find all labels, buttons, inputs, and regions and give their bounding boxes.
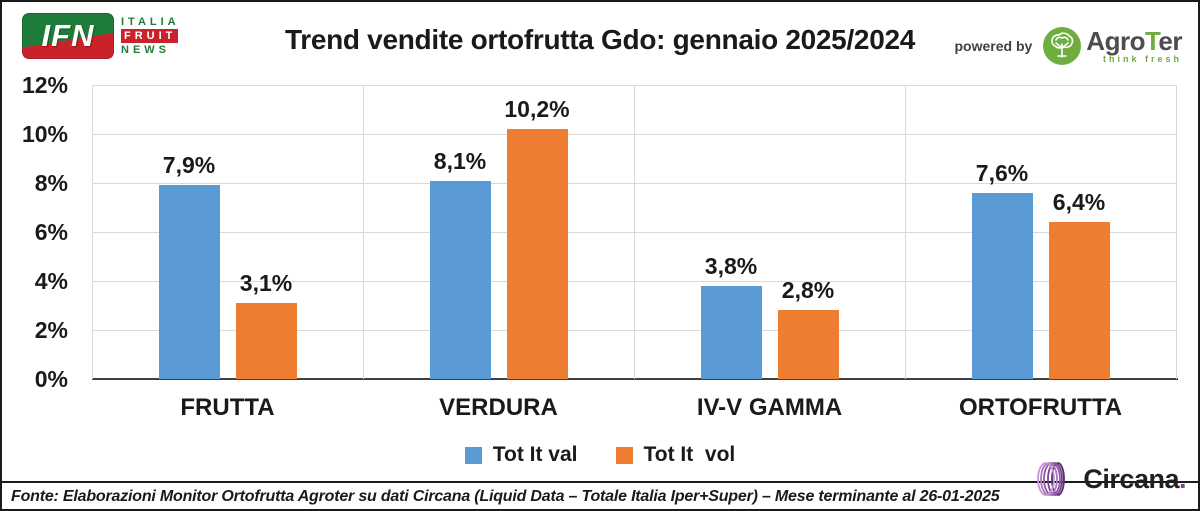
gridline-v (363, 85, 364, 379)
bar-tot-it-val (158, 185, 220, 379)
plot-area: 7,9% 3,1% 8,1% 10,2% 3,8% 2,8% 7,6% 6,4% (92, 85, 1178, 380)
powered-by-block: powered by AgroTer think fresh (954, 26, 1182, 66)
ifn-wordmark-italia: ITALIA (121, 16, 180, 28)
category-label: VERDURA (439, 394, 558, 421)
gridline-v (634, 85, 635, 379)
legend-item-tot-it-val: Tot It val (464, 443, 578, 467)
data-label: 3,8% (704, 252, 758, 279)
agroter-name: AgroTer (1086, 26, 1182, 56)
category-label: ORTOFRUTTA (958, 394, 1123, 421)
ifn-monogram: IFN (41, 18, 95, 53)
chart-title: Trend vendite ortofrutta Gdo: gennaio 20… (284, 24, 916, 55)
y-tick-label: 2% (34, 317, 68, 343)
ifn-wordmark-news: NEWS (121, 44, 170, 56)
circana-logo: Circana. (1035, 457, 1187, 501)
agroter-logo: AgroTer think fresh (1042, 26, 1182, 66)
agroter-tree-icon (1043, 27, 1082, 65)
circana-rings-icon (1037, 462, 1066, 496)
legend-swatch-icon (464, 446, 482, 464)
bar-tot-it-val (971, 192, 1033, 379)
category-label: FRUTTA (180, 394, 275, 421)
data-label: 3,1% (239, 270, 293, 297)
legend-item-tot-it-vol: Tot It vol (615, 443, 736, 467)
gridline-v (1176, 85, 1177, 379)
bar-group-iv-v-gamma: 3,8% 2,8% (634, 85, 905, 379)
legend-swatch-icon (615, 446, 633, 464)
legend-label: Tot It vol (643, 443, 736, 466)
bar-group-ortofrutta: 7,6% 6,4% (905, 85, 1176, 379)
bar-tot-it-vol (506, 129, 568, 379)
ifn-logo: IFN ITALIA FRUIT NEWS (22, 13, 180, 59)
data-label: 2,8% (781, 277, 835, 304)
y-tick-label: 6% (34, 219, 68, 245)
gridline-v (92, 85, 93, 379)
legend-label: Tot It val (492, 443, 578, 466)
y-tick-label: 4% (34, 268, 68, 294)
data-label: 8,1% (433, 147, 487, 174)
agroter-wordmark: AgroTer think fresh (1086, 28, 1182, 64)
bar-tot-it-val (700, 285, 762, 379)
x-axis-category-labels: FRUTTA VERDURA IV-V GAMMA ORTOFRUTTA (92, 394, 1176, 424)
source-note: Fonte: Elaborazioni Monitor Ortofrutta A… (11, 488, 1000, 505)
y-tick-label: 0% (34, 366, 68, 392)
bar-tot-it-vol (235, 303, 297, 379)
x-axis-line (92, 378, 1178, 380)
data-label: 7,9% (162, 152, 216, 179)
circana-wordmark: Circana. (1083, 463, 1186, 494)
chart-legend: Tot It val Tot It vol (2, 443, 1198, 467)
bar-tot-it-vol (1048, 222, 1110, 379)
ifn-badge-icon: IFN (22, 13, 114, 59)
y-tick-label: 12% (21, 72, 68, 98)
bar-group-verdura: 8,1% 10,2% (363, 85, 634, 379)
powered-by-label: powered by (954, 38, 1033, 54)
bar-group-frutta: 7,9% 3,1% (92, 85, 363, 379)
data-label: 6,4% (1052, 189, 1106, 216)
footer-divider (2, 481, 1198, 483)
bar-tot-it-val (429, 180, 491, 379)
gridline-v (905, 85, 906, 379)
data-label: 7,6% (975, 159, 1029, 186)
data-label: 10,2% (504, 96, 570, 123)
ifn-wordmark: ITALIA FRUIT NEWS (121, 16, 180, 56)
ifn-wordmark-fruit: FRUIT (121, 29, 179, 43)
agroter-tagline: think fresh (1102, 54, 1182, 64)
y-tick-label: 10% (21, 121, 68, 147)
y-tick-label: 8% (34, 170, 68, 196)
bar-tot-it-vol (777, 310, 839, 379)
y-axis: 0% 2% 4% 6% 8% 10% 12% (2, 72, 68, 392)
category-label: IV-V GAMMA (696, 394, 843, 421)
